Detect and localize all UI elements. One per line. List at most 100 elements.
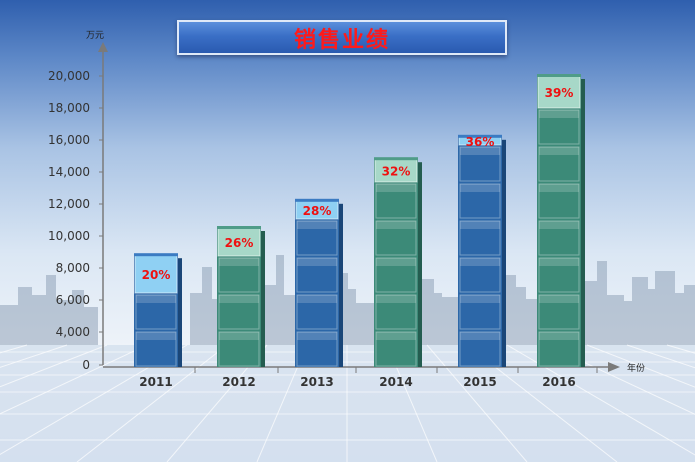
- skyline-building: [265, 285, 277, 345]
- bar-top-edge: [134, 253, 178, 257]
- bars: 20% 26% 28% 32% 36% 39%: [134, 74, 585, 367]
- skyline: [0, 255, 695, 345]
- bar-block-highlight: [539, 332, 579, 340]
- bar-block: [218, 294, 260, 330]
- bar-block: [296, 331, 338, 367]
- x-tick-label: 2012: [222, 375, 255, 389]
- x-tick-labels: 2011 2012 2013 2014 2015 2016: [139, 367, 598, 389]
- x-tick-label: 2016: [542, 375, 575, 389]
- bar-block: [459, 294, 501, 330]
- skyline-building: [514, 287, 526, 345]
- bar-top-edge: [374, 157, 418, 161]
- y-tick-label: 18,000: [48, 101, 90, 115]
- bar-side: [581, 79, 585, 367]
- y-tick-label: 0: [82, 358, 90, 372]
- bar-block: [459, 220, 501, 256]
- bar-2013: 28%: [295, 198, 343, 367]
- bar-block: [538, 109, 580, 145]
- floor-grid-line: [546, 344, 695, 415]
- bar-side: [502, 139, 506, 367]
- floor-grid-line: [626, 344, 695, 369]
- floor-grid-line: [76, 344, 228, 462]
- bar-block: [459, 257, 501, 293]
- bar-top-edge: [537, 74, 581, 77]
- x-axis-arrow-icon: [608, 362, 620, 372]
- bar-data-label: 26%: [225, 236, 254, 250]
- x-tick-label: 2014: [379, 375, 412, 389]
- bar-block-highlight: [539, 258, 579, 266]
- floor-grid-line: [0, 344, 148, 415]
- bar-block-highlight: [136, 332, 176, 340]
- skyline-building: [622, 301, 634, 345]
- bar-block-highlight: [297, 295, 337, 303]
- x-axis-unit: 年份: [627, 362, 645, 374]
- y-tick-label: 6,000: [56, 293, 90, 307]
- chart-title-bar: 销售业绩: [177, 20, 507, 55]
- skyline-building: [632, 277, 648, 345]
- skyline-building: [597, 261, 607, 345]
- skyline-building: [655, 271, 675, 345]
- skyline-building: [72, 290, 84, 345]
- bar-block: [538, 257, 580, 293]
- bar-side: [339, 203, 343, 367]
- bar-block-highlight: [460, 147, 500, 155]
- bar-side: [178, 258, 182, 367]
- bar-block-highlight: [460, 221, 500, 229]
- skyline-building: [646, 289, 656, 345]
- y-tick-label: 12,000: [48, 197, 90, 211]
- bar-cap: [537, 75, 581, 109]
- floor-grid-line: [0, 344, 68, 368]
- bar-block-highlight: [376, 295, 416, 303]
- bar-block-highlight: [460, 332, 500, 340]
- bar-cap: [134, 254, 178, 294]
- bar-block: [459, 183, 501, 219]
- bar-2014: 32%: [374, 157, 422, 367]
- bar-block: [538, 146, 580, 182]
- bar-block: [218, 257, 260, 293]
- skyline-building: [202, 267, 212, 345]
- x-tick-label: 2013: [300, 375, 333, 389]
- bar-side: [418, 162, 422, 367]
- skyline-building: [420, 279, 434, 345]
- bar-top-edge: [458, 134, 502, 138]
- bar-block: [135, 331, 177, 367]
- bar-top-edge: [217, 226, 261, 229]
- bar-block: [459, 331, 501, 367]
- bar-cap: [217, 227, 261, 257]
- bar-block: [538, 331, 580, 367]
- bar-block-highlight: [376, 332, 416, 340]
- bar-block-highlight: [297, 258, 337, 266]
- bar-block: [296, 257, 338, 293]
- skyline-building: [672, 293, 686, 345]
- skyline-building: [606, 295, 624, 345]
- skyline-building: [432, 293, 442, 345]
- skyline-building: [0, 305, 20, 345]
- bar-block: [538, 294, 580, 330]
- bar-block-highlight: [539, 295, 579, 303]
- bar-block: [296, 220, 338, 256]
- bar-block-highlight: [297, 221, 337, 229]
- skyline-building: [585, 281, 599, 345]
- skyline-building: [190, 293, 204, 345]
- floor-grid-line: [0, 344, 108, 388]
- bar-2016: 39%: [537, 74, 585, 367]
- bar-block-highlight: [219, 295, 259, 303]
- bar-block: [375, 183, 417, 219]
- bar-block-highlight: [460, 295, 500, 303]
- bar-2015: 36%: [458, 134, 506, 367]
- bar-block: [538, 183, 580, 219]
- bar-block-highlight: [539, 221, 579, 229]
- skyline-building: [684, 285, 695, 345]
- bar-data-label: 28%: [303, 204, 332, 218]
- bar-block-highlight: [539, 147, 579, 155]
- y-tick-labels: 0 4,000 6,000 8,000 10,000 12,000 14,000 16,000…: [48, 69, 103, 372]
- chart-title: 销售业绩: [293, 27, 390, 53]
- bar-2012: 26%: [217, 226, 265, 367]
- bar-data-label: 39%: [545, 86, 574, 100]
- bar-block-highlight: [136, 295, 176, 303]
- bar-block-highlight: [376, 258, 416, 266]
- floor-grid-line: [586, 344, 695, 388]
- skyline-building: [442, 297, 460, 345]
- x-tick-label: 2011: [139, 375, 172, 389]
- bar-block: [296, 294, 338, 330]
